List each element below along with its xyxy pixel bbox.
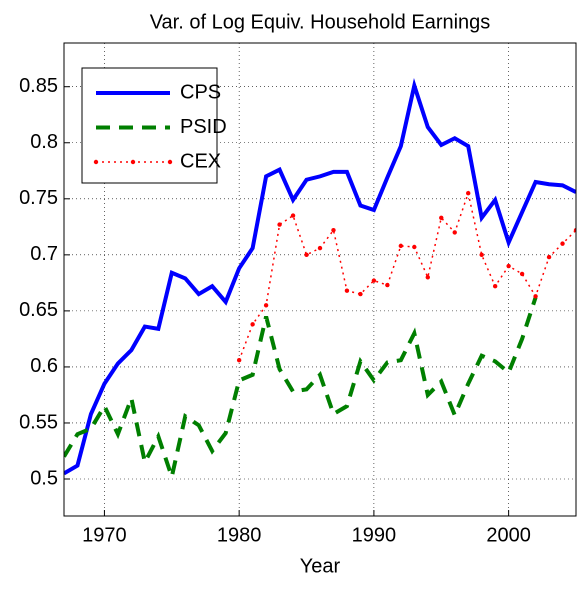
- marker: [250, 322, 255, 327]
- marker: [412, 244, 417, 250]
- marker: [452, 230, 457, 235]
- marker: [304, 252, 309, 258]
- legend-marker: [130, 159, 136, 165]
- marker: [371, 278, 377, 283]
- y-tick-label: 0.8: [30, 131, 58, 153]
- marker: [344, 288, 350, 293]
- marker: [533, 294, 538, 299]
- marker: [506, 263, 511, 269]
- x-tick-label: 2000: [486, 524, 531, 546]
- x-tick-label: 1980: [217, 524, 262, 546]
- marker: [479, 252, 484, 258]
- series-line: [64, 78, 576, 476]
- legend-marker: [167, 159, 173, 165]
- marker: [317, 245, 323, 251]
- y-tick-label: 0.65: [19, 299, 58, 321]
- legend-label: CEX: [180, 150, 221, 172]
- marker: [546, 254, 552, 260]
- x-tick-label: 1990: [352, 524, 397, 546]
- marker: [519, 271, 525, 277]
- plot-frame: [63, 42, 577, 517]
- legend-label: PSID: [180, 116, 227, 138]
- y-tick-label: 0.5: [30, 467, 58, 489]
- marker: [358, 291, 363, 297]
- marker: [290, 213, 296, 218]
- x-axis-label: Year: [300, 555, 341, 577]
- marker: [425, 275, 430, 280]
- marker: [277, 222, 282, 227]
- series-line: [64, 296, 538, 485]
- y-tick-label: 0.7: [30, 243, 58, 265]
- y-tick-label: 0.85: [19, 75, 58, 97]
- legend-label: CPS: [180, 81, 221, 103]
- y-tick-label: 0.6: [30, 355, 58, 377]
- chart-title: Var. of Log Equiv. Household Earnings: [150, 11, 491, 33]
- x-tick-label: 1970: [82, 524, 127, 546]
- marker: [385, 282, 390, 288]
- legend-marker: [93, 159, 99, 165]
- marker: [439, 215, 444, 221]
- marker: [331, 227, 336, 233]
- marker: [466, 190, 471, 196]
- y-tick-label: 0.55: [19, 411, 58, 433]
- marker: [263, 303, 269, 308]
- marker: [573, 227, 576, 233]
- marker: [398, 243, 404, 249]
- marker: [560, 241, 565, 246]
- y-tick-label: 0.75: [19, 187, 58, 209]
- marker: [236, 358, 242, 363]
- marker: [492, 284, 498, 289]
